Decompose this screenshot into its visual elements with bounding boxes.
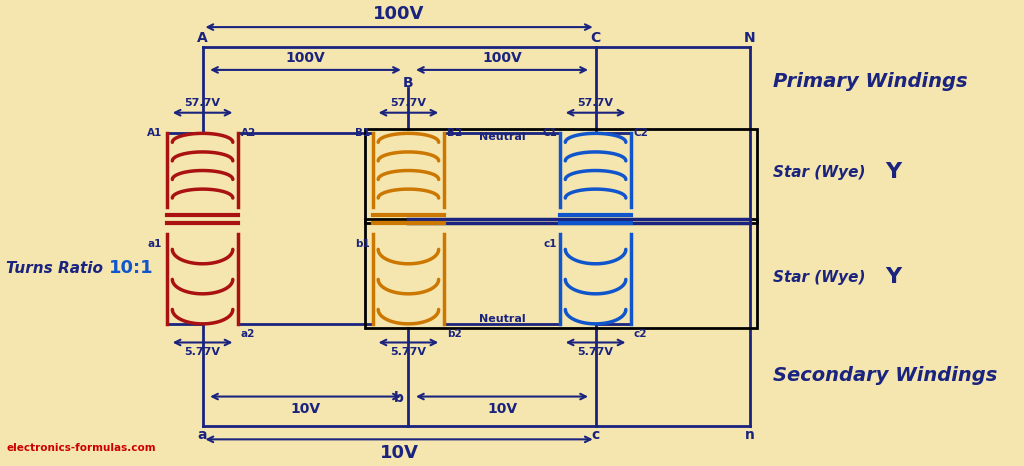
Text: c2: c2 <box>634 329 647 339</box>
Text: B: B <box>403 76 414 90</box>
Text: C1: C1 <box>543 129 557 138</box>
Text: 10V: 10V <box>380 444 419 462</box>
Text: 10V: 10V <box>291 402 321 416</box>
Text: Star (Wye): Star (Wye) <box>773 165 866 180</box>
Text: 5.77V: 5.77V <box>578 347 613 357</box>
Text: 10V: 10V <box>487 402 517 416</box>
Text: Neutral: Neutral <box>478 131 525 142</box>
Text: A2: A2 <box>241 129 256 138</box>
Text: b1: b1 <box>355 239 370 249</box>
Text: electronics-formulas.com: electronics-formulas.com <box>6 443 156 453</box>
Text: c1: c1 <box>544 239 557 249</box>
Text: 10:1: 10:1 <box>109 259 154 277</box>
Bar <box>366 130 758 223</box>
Text: c: c <box>592 428 600 442</box>
Text: Primary Windings: Primary Windings <box>773 72 968 91</box>
Text: a1: a1 <box>147 239 163 249</box>
Text: Y: Y <box>886 163 902 182</box>
Text: A: A <box>198 31 208 45</box>
Text: 100V: 100V <box>482 50 522 64</box>
Text: N: N <box>744 31 756 45</box>
Text: Turns Ratio: Turns Ratio <box>6 260 109 276</box>
Text: 100V: 100V <box>374 5 425 22</box>
Text: C2: C2 <box>634 129 649 138</box>
Text: a2: a2 <box>241 329 255 339</box>
Text: 100V: 100V <box>286 50 326 64</box>
Text: C: C <box>591 31 601 45</box>
Text: 57.7V: 57.7V <box>390 98 426 108</box>
Text: Neutral: Neutral <box>478 314 525 323</box>
Text: 57.7V: 57.7V <box>578 98 613 108</box>
Bar <box>366 219 758 328</box>
Text: 57.7V: 57.7V <box>184 98 220 108</box>
Text: Y: Y <box>886 267 902 287</box>
Text: 5.77V: 5.77V <box>184 347 220 357</box>
Text: n: n <box>745 428 755 442</box>
Text: A1: A1 <box>147 129 163 138</box>
Text: B1: B1 <box>354 129 370 138</box>
Text: b2: b2 <box>446 329 462 339</box>
Text: b: b <box>394 391 403 405</box>
Text: B2: B2 <box>446 129 462 138</box>
Text: Secondary Windings: Secondary Windings <box>773 366 997 384</box>
Text: 5.77V: 5.77V <box>390 347 426 357</box>
Text: a: a <box>198 428 207 442</box>
Text: Star (Wye): Star (Wye) <box>773 270 866 285</box>
